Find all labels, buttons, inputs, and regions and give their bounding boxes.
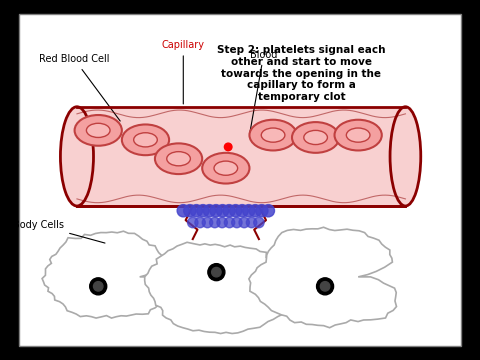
Text: Red Blood Cell: Red Blood Cell	[39, 54, 120, 121]
Ellipse shape	[133, 133, 157, 147]
Ellipse shape	[261, 128, 285, 142]
Ellipse shape	[60, 107, 94, 206]
Circle shape	[195, 217, 205, 228]
Ellipse shape	[390, 107, 421, 206]
Polygon shape	[42, 231, 170, 318]
Circle shape	[177, 204, 190, 217]
Ellipse shape	[86, 123, 110, 138]
Ellipse shape	[304, 130, 327, 145]
Circle shape	[249, 204, 262, 217]
Circle shape	[210, 204, 222, 217]
Circle shape	[212, 267, 221, 277]
Polygon shape	[144, 242, 293, 333]
Circle shape	[223, 204, 235, 217]
Ellipse shape	[167, 152, 191, 166]
Text: Capillary: Capillary	[162, 40, 205, 104]
Ellipse shape	[347, 128, 370, 142]
Circle shape	[225, 143, 232, 151]
Ellipse shape	[155, 143, 202, 174]
Circle shape	[217, 217, 228, 228]
Circle shape	[224, 217, 235, 228]
Circle shape	[197, 204, 209, 217]
Circle shape	[188, 217, 198, 228]
Circle shape	[202, 217, 213, 228]
Text: Body Cells: Body Cells	[13, 220, 105, 243]
Polygon shape	[249, 227, 396, 328]
Ellipse shape	[335, 120, 382, 150]
Ellipse shape	[74, 115, 122, 146]
Circle shape	[262, 204, 275, 217]
Circle shape	[90, 278, 107, 295]
Ellipse shape	[250, 120, 297, 150]
Circle shape	[208, 264, 225, 281]
Ellipse shape	[214, 161, 238, 175]
Circle shape	[229, 204, 242, 217]
Circle shape	[317, 278, 334, 295]
Ellipse shape	[122, 125, 169, 155]
Circle shape	[236, 204, 248, 217]
Circle shape	[239, 217, 250, 228]
Text: Blood: Blood	[250, 50, 277, 132]
Circle shape	[190, 204, 203, 217]
Circle shape	[246, 217, 257, 228]
Circle shape	[256, 204, 268, 217]
Circle shape	[210, 217, 220, 228]
Circle shape	[94, 282, 103, 291]
Circle shape	[184, 204, 196, 217]
Circle shape	[242, 204, 255, 217]
Circle shape	[216, 204, 228, 217]
Circle shape	[204, 204, 216, 217]
Ellipse shape	[202, 153, 250, 184]
Ellipse shape	[292, 122, 339, 153]
Circle shape	[254, 217, 264, 228]
FancyBboxPatch shape	[74, 107, 406, 206]
Circle shape	[320, 282, 330, 291]
Text: Step 2: platelets signal each
other and start to move
towards the opening in the: Step 2: platelets signal each other and …	[217, 45, 386, 102]
Circle shape	[232, 217, 242, 228]
